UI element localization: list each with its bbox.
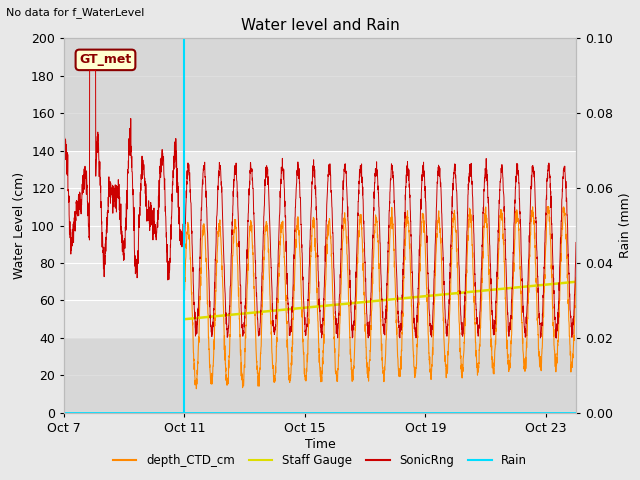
Text: No data for f_WaterLevel: No data for f_WaterLevel — [6, 7, 145, 18]
Y-axis label: Water Level (cm): Water Level (cm) — [13, 172, 26, 279]
Y-axis label: Rain (mm): Rain (mm) — [619, 193, 632, 258]
Title: Water level and Rain: Water level and Rain — [241, 18, 399, 33]
Bar — [64, 38, 576, 151]
Legend: depth_CTD_cm, Staff Gauge, SonicRng, Rain: depth_CTD_cm, Staff Gauge, SonicRng, Rai… — [108, 449, 532, 472]
Text: GT_met: GT_met — [79, 53, 132, 66]
X-axis label: Time: Time — [305, 438, 335, 451]
Bar — [64, 338, 576, 413]
